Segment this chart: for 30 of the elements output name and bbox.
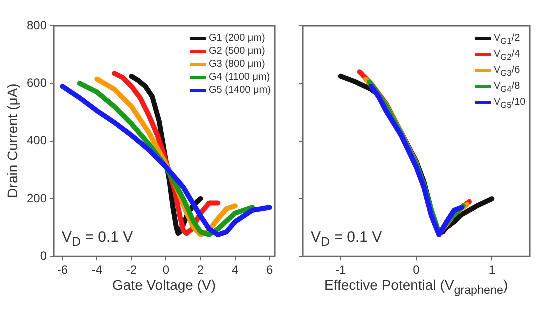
x-tick-label: -6 (57, 263, 68, 278)
x-tick-label: 1 (488, 263, 496, 278)
legend-label: V$_{G5}$/10 (494, 97, 526, 110)
legend-label: G3 (800 μm) (209, 59, 266, 70)
legend-label: G2 (500 μm) (209, 46, 266, 57)
x-tick-label: 4 (232, 263, 239, 278)
x-tick-label: 0 (162, 263, 170, 278)
annotation: V$_{D}$ = 0.1 V (311, 228, 382, 249)
x-tick-label: 0 (413, 263, 420, 278)
legend-label: G1 (200 μm) (209, 33, 266, 44)
y-axis-title: Drain Current (μA) (4, 84, 20, 199)
legend-label: G4 (1100 μm) (209, 72, 270, 83)
legend-label: V$_{G2}$/4 (494, 49, 520, 62)
y-tick-label: 200 (26, 191, 48, 206)
y-tick-label: 600 (26, 76, 48, 90)
legend-label: V$_{G4}$/8 (494, 81, 520, 94)
legend-label: V$_{G1}$/2 (494, 33, 520, 46)
y-tick-label: 0 (40, 248, 48, 263)
x-axis-title: Gate Voltage (V) (112, 276, 216, 293)
y-tick-label: 400 (26, 134, 48, 148)
y-tick-label: 800 (26, 18, 48, 32)
annotation: V$_{D}$ = 0.1 V (62, 228, 134, 249)
x-tick-label: 2 (197, 263, 204, 278)
x-axis-title: Effective Potential (V$_{graphene}$) (324, 276, 508, 296)
x-tick-label: -2 (126, 263, 138, 278)
legend-label: G5 (1400 μm) (209, 85, 271, 96)
x-tick-label: 6 (266, 263, 274, 278)
legend-label: V$_{G3}$/6 (494, 65, 520, 78)
x-tick-label: -4 (92, 263, 103, 278)
x-tick-label: -1 (335, 263, 346, 278)
